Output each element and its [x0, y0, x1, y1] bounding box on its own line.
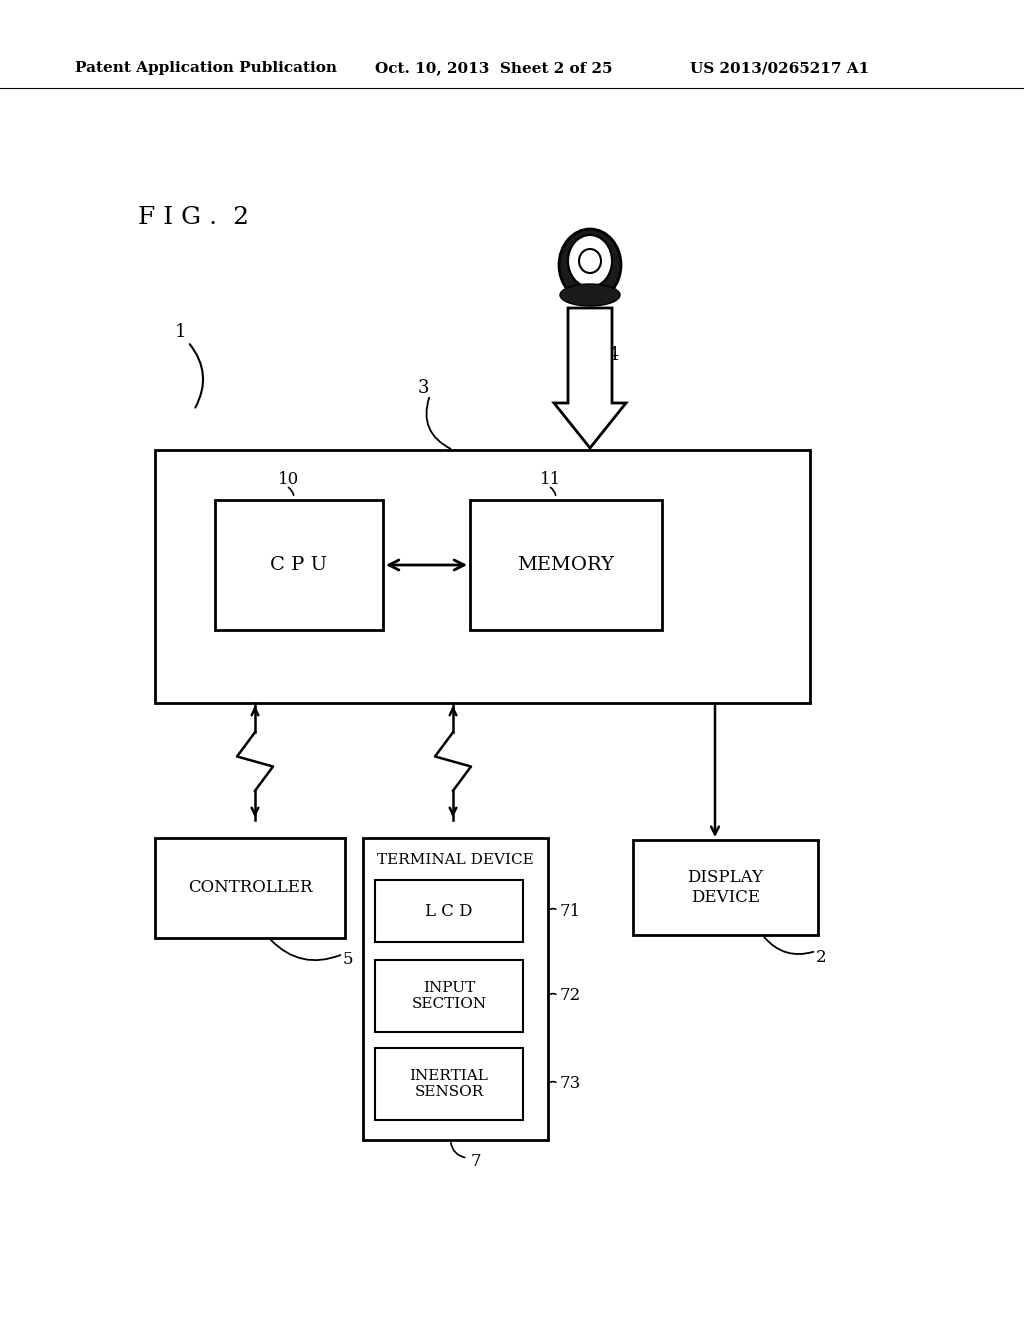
Text: F I G .  2: F I G . 2 — [138, 206, 249, 230]
Polygon shape — [554, 308, 626, 447]
Text: INPUT
SECTION: INPUT SECTION — [412, 981, 486, 1011]
Text: 3: 3 — [418, 379, 429, 397]
Bar — [215, 500, 383, 630]
Text: 72: 72 — [560, 987, 582, 1005]
Ellipse shape — [579, 249, 601, 273]
Bar — [633, 840, 818, 935]
Ellipse shape — [560, 284, 620, 306]
Ellipse shape — [559, 228, 621, 301]
Text: 5: 5 — [343, 952, 353, 969]
Ellipse shape — [568, 235, 612, 286]
Text: TERMINAL DEVICE: TERMINAL DEVICE — [377, 853, 534, 867]
Text: US 2013/0265217 A1: US 2013/0265217 A1 — [690, 61, 869, 75]
Text: MEMORY: MEMORY — [517, 556, 614, 574]
Text: 11: 11 — [540, 471, 561, 488]
Text: DISPLAY
DEVICE: DISPLAY DEVICE — [687, 869, 764, 906]
Text: 10: 10 — [278, 471, 299, 488]
Text: C P U: C P U — [270, 556, 328, 574]
Text: 7: 7 — [470, 1154, 481, 1171]
Text: Patent Application Publication: Patent Application Publication — [75, 61, 337, 75]
Text: INERTIAL
SENSOR: INERTIAL SENSOR — [410, 1069, 488, 1100]
Text: 2: 2 — [816, 949, 826, 965]
Bar — [375, 960, 523, 1032]
Bar — [375, 1048, 523, 1119]
Bar — [375, 880, 523, 942]
Text: 1: 1 — [175, 323, 186, 341]
Text: 73: 73 — [560, 1076, 582, 1093]
Text: L C D: L C D — [425, 903, 473, 920]
Text: Oct. 10, 2013  Sheet 2 of 25: Oct. 10, 2013 Sheet 2 of 25 — [375, 61, 612, 75]
Text: CONTROLLER: CONTROLLER — [187, 879, 312, 896]
Text: 4: 4 — [607, 346, 618, 364]
Bar — [155, 838, 345, 939]
Bar — [470, 500, 662, 630]
Bar — [362, 838, 548, 1140]
Text: 71: 71 — [560, 903, 582, 920]
Bar — [155, 450, 810, 704]
